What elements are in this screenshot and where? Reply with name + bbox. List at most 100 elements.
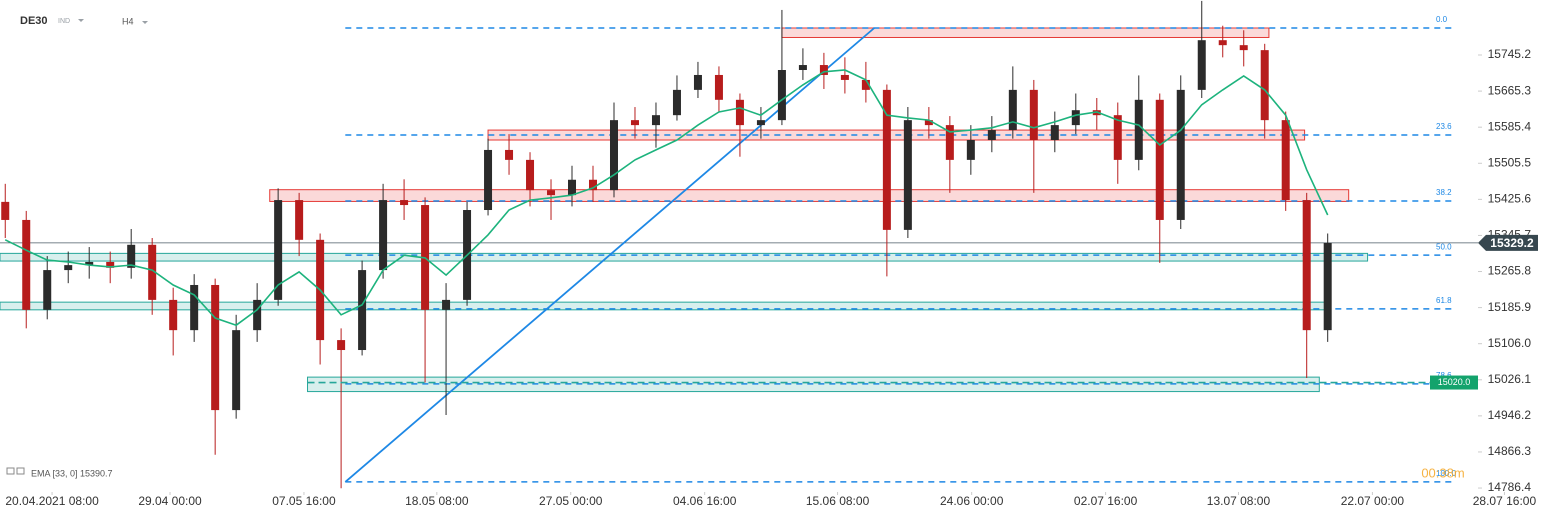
candle <box>1113 102 1122 184</box>
y-tick-label: 15745.2 <box>1488 47 1532 61</box>
candle <box>630 107 639 139</box>
candle-body <box>861 79 870 90</box>
candle-body <box>840 74 849 80</box>
y-tick-label: 15265.8 <box>1488 264 1532 278</box>
x-tick-label: 13.07 08:00 <box>1207 494 1271 508</box>
candle-body <box>777 70 786 121</box>
fib-label: 78.6 <box>1436 371 1452 380</box>
candle-body <box>1155 99 1164 220</box>
candle <box>1071 93 1080 135</box>
candle-body <box>630 120 639 126</box>
candle <box>735 93 744 157</box>
candle-body <box>169 299 178 331</box>
candle-body <box>903 120 912 230</box>
candle-body <box>735 99 744 126</box>
zone <box>781 27 1270 38</box>
symbol[interactable]: DE30 <box>20 15 48 27</box>
candle-body <box>987 130 996 141</box>
dropdown-caret[interactable] <box>78 19 84 22</box>
candle-body <box>1029 89 1038 141</box>
candle <box>148 238 157 315</box>
y-tick-label: 14786.4 <box>1488 480 1532 494</box>
candle-body <box>1218 40 1227 46</box>
candle-body <box>274 200 283 300</box>
candle-body <box>1239 45 1248 51</box>
candle <box>1176 75 1185 229</box>
candle-body <box>1260 50 1269 121</box>
market: IND <box>58 18 70 25</box>
candle <box>1302 192 1311 379</box>
candle-body <box>295 200 304 240</box>
candle <box>400 179 409 220</box>
candle-body <box>484 149 493 211</box>
candle <box>987 116 996 153</box>
candle-body <box>190 284 199 331</box>
candle <box>337 328 346 489</box>
candle-body <box>945 125 954 160</box>
candle <box>798 48 807 80</box>
dropdown-caret[interactable] <box>142 21 148 24</box>
candle-body <box>798 65 807 71</box>
fib-label: 23.6 <box>1436 122 1452 131</box>
candle <box>1218 25 1227 58</box>
candle-body <box>1302 200 1311 331</box>
x-tick-label: 04.06 16:00 <box>673 494 737 508</box>
x-tick-label: 15.06 08:00 <box>806 494 870 508</box>
candle <box>43 256 52 320</box>
zone <box>0 252 1369 262</box>
fib-label: 100.0 <box>1436 469 1457 478</box>
candle <box>966 125 975 175</box>
candle <box>1134 75 1143 171</box>
candle <box>609 102 618 198</box>
candle-body <box>1113 115 1122 160</box>
candle <box>693 61 702 99</box>
candle <box>1029 79 1038 193</box>
candle <box>64 251 73 284</box>
candle <box>526 152 535 207</box>
interval[interactable]: H4 <box>122 16 134 26</box>
candle-body <box>651 115 660 126</box>
candle-body <box>43 270 52 310</box>
candle <box>903 107 912 239</box>
candle <box>1323 233 1332 342</box>
candle-body <box>882 89 891 230</box>
candle <box>672 75 681 121</box>
candle-body <box>106 261 115 268</box>
candle <box>295 192 304 257</box>
candle <box>777 9 786 126</box>
candle-body <box>85 261 94 266</box>
candle <box>22 210 31 329</box>
ema-label: EMA [33, 0] 15390.7 <box>31 468 113 478</box>
candle-body <box>1323 242 1332 331</box>
candle-body <box>442 299 451 310</box>
candle-body <box>609 120 618 191</box>
candle <box>505 134 514 175</box>
candle <box>1197 0 1206 99</box>
candle <box>840 57 849 94</box>
candle <box>1260 43 1269 139</box>
fib-label: 50.0 <box>1436 242 1452 251</box>
candle-body <box>1176 89 1185 220</box>
last-price-box <box>1478 234 1538 251</box>
candle-body <box>1050 125 1059 141</box>
candle-body <box>1 201 10 220</box>
y-tick-label: 15185.9 <box>1488 300 1532 314</box>
y-tick-label: 15425.6 <box>1488 192 1532 206</box>
candle <box>1155 93 1164 263</box>
alert-label: 15020.0 <box>1438 377 1471 387</box>
candle-body <box>64 265 73 271</box>
candle <box>861 61 870 103</box>
candle-body <box>1071 110 1080 126</box>
fib-label: 38.2 <box>1436 188 1452 197</box>
y-tick-label: 14866.3 <box>1488 444 1532 458</box>
candle-body <box>232 330 241 411</box>
candle-body <box>1197 40 1206 90</box>
y-tick-label: 15505.5 <box>1488 155 1532 169</box>
candle <box>169 287 178 356</box>
candle-body <box>253 299 262 331</box>
y-tick-label: 15106.0 <box>1488 336 1532 350</box>
candle <box>589 165 598 202</box>
candle-body <box>714 74 723 100</box>
